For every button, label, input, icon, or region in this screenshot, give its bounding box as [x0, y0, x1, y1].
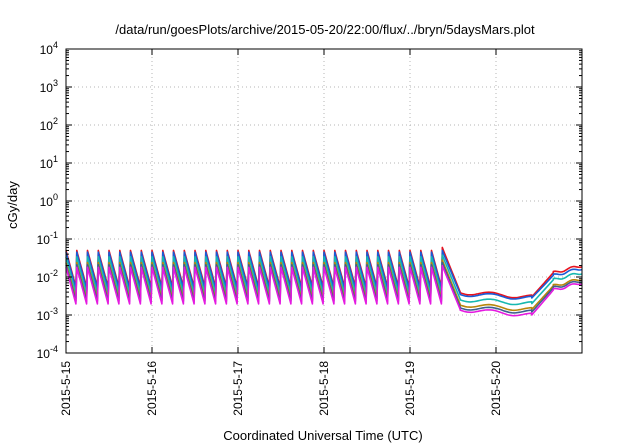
y-tick-label: 100 [40, 192, 58, 209]
series-lines [65, 246, 583, 317]
y-tick-label: 10-4 [37, 344, 58, 361]
y-tick-label: 102 [40, 116, 58, 133]
x-tick-label: 2015-5-15 [59, 361, 73, 416]
y-tick-labels: 10-4 10-3 10-2 10-1 100 101 102 103 104 [37, 40, 58, 361]
axis-ticks [65, 48, 582, 354]
x-tick-label: 2015-5-20 [489, 361, 503, 416]
y-tick-label: 103 [40, 78, 58, 95]
series-line-5 [65, 264, 583, 317]
x-tick-labels: 2015-5-15 2015-5-16 2015-5-17 2015-5-18 2015… [59, 361, 503, 416]
x-tick-label: 2015-5-17 [231, 361, 245, 416]
x-tick-label: 2015-5-19 [403, 361, 417, 416]
chart-title: /data/run/goesPlots/archive/2015-05-20/2… [115, 22, 535, 37]
y-tick-label: 10-2 [37, 268, 58, 285]
y-axis-label: cGy/day [5, 181, 20, 229]
y-tick-label: 10-3 [37, 306, 58, 323]
y-tick-label: 10-1 [37, 230, 58, 247]
x-tick-label: 2015-5-18 [317, 361, 331, 416]
x-tick-label: 2015-5-16 [145, 361, 159, 416]
y-tick-label: 104 [40, 40, 58, 57]
y-tick-label: 101 [40, 154, 58, 171]
grid-lines [65, 49, 582, 353]
x-axis-label: Coordinated Universal Time (UTC) [223, 428, 422, 443]
